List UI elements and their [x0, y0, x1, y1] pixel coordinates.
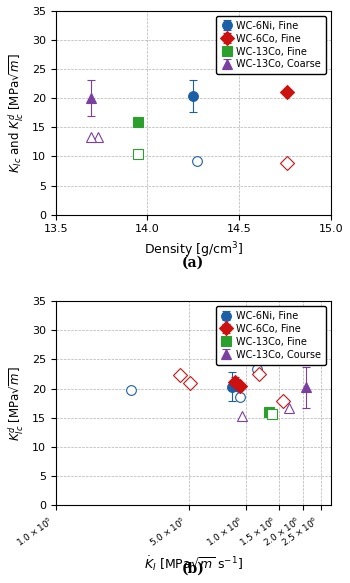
Y-axis label: $K_{Ic}^{d}$ [MPa$\sqrt{m}$]: $K_{Ic}^{d}$ [MPa$\sqrt{m}$]	[7, 366, 26, 441]
Legend: WC-6Ni, Fine, WC-6Co, Fine, WC-13Co, Fine, WC-13Co, Coarse: WC-6Ni, Fine, WC-6Co, Fine, WC-13Co, Fin…	[216, 16, 326, 74]
Y-axis label: $K_{Ic}$ and $K_{Ic}^{d}$ [MPa$\sqrt{m}$]: $K_{Ic}$ and $K_{Ic}^{d}$ [MPa$\sqrt{m}$…	[7, 53, 26, 173]
Legend: WC-6Ni, Fine, WC-6Co, Fine, WC-13Co, Fine, WC-13Co, Course: WC-6Ni, Fine, WC-6Co, Fine, WC-13Co, Fin…	[216, 306, 326, 364]
X-axis label: $\dot{K}_I$ [MPa$\sqrt{m}$ s$^{-1}$]: $\dot{K}_I$ [MPa$\sqrt{m}$ s$^{-1}$]	[144, 555, 243, 574]
X-axis label: Density [g/cm$^3$]: Density [g/cm$^3$]	[144, 240, 243, 259]
Text: (b): (b)	[182, 562, 205, 576]
Text: (a): (a)	[182, 255, 204, 269]
